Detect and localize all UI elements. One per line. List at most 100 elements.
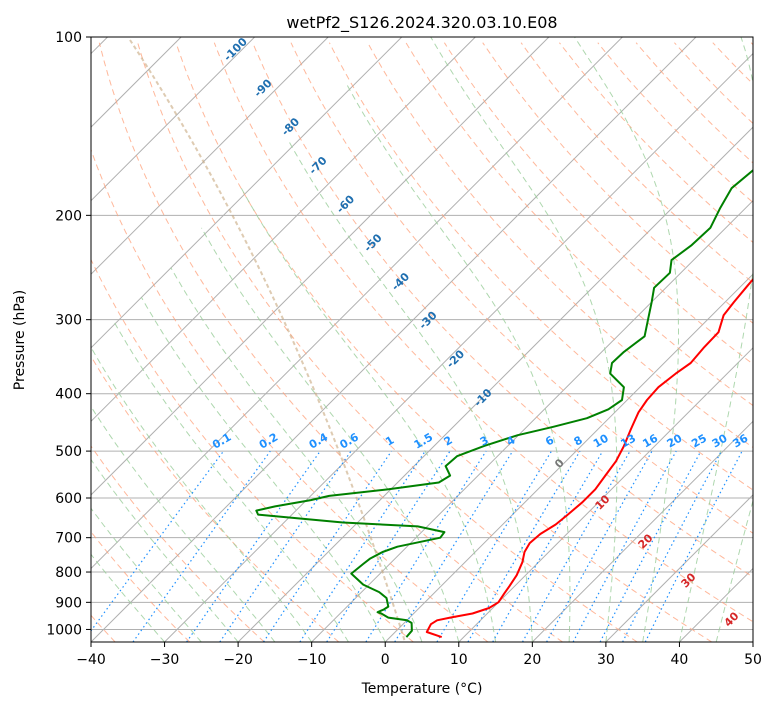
x-tick-label: 50 bbox=[744, 652, 762, 668]
moist-adiabat bbox=[715, 498, 753, 642]
mixing-ratio-line bbox=[394, 450, 514, 642]
dry-adiabat bbox=[405, 42, 753, 407]
x-tick-label: 10 bbox=[450, 652, 468, 668]
x-tick-label: −10 bbox=[297, 652, 327, 668]
y-tick-label: 700 bbox=[55, 531, 82, 547]
moist-adiabat-label: 40 bbox=[722, 609, 742, 629]
dry-adiabat bbox=[252, 42, 753, 578]
mixing-ratio-label: 0.1 bbox=[210, 431, 233, 452]
mixing-ratio-line bbox=[186, 450, 321, 642]
dry-adiabat bbox=[137, 42, 638, 642]
mixing-ratio-line bbox=[262, 450, 392, 642]
x-tick-label: −30 bbox=[150, 652, 180, 668]
mixing-ratio-label: 1 bbox=[383, 434, 396, 449]
mixing-ratio-line bbox=[91, 450, 224, 632]
dry-adiabat bbox=[443, 42, 753, 365]
mixing-ratio-label: 16 bbox=[640, 431, 660, 450]
dry-adiabat-label: -80 bbox=[279, 115, 302, 138]
dry-adiabat-label: -30 bbox=[416, 309, 439, 332]
dry-adiabat-label: -10 bbox=[471, 386, 494, 409]
dry-adiabat bbox=[367, 42, 753, 449]
moist-adiabat-label: 20 bbox=[636, 531, 656, 551]
isotherm-line bbox=[311, 199, 753, 642]
mixing-ratio-line bbox=[467, 450, 581, 642]
mixing-ratio-label: 0.4 bbox=[307, 430, 331, 451]
moist-adiabat bbox=[170, 267, 423, 642]
moist-adiabat bbox=[91, 405, 276, 642]
isotherm-line bbox=[237, 126, 753, 642]
y-tick-label: 800 bbox=[55, 565, 82, 581]
dry-adiabat-label: -90 bbox=[251, 76, 274, 99]
mixing-ratio-line bbox=[572, 450, 677, 642]
dry-adiabat-label: -20 bbox=[444, 347, 467, 370]
moist-adiabat bbox=[574, 37, 679, 642]
isotherm-line bbox=[752, 641, 753, 642]
y-axis: 1000 900 800 700 600 500 400 300 200 100 bbox=[46, 30, 91, 638]
isotherm-line bbox=[605, 494, 753, 642]
x-tick-label: 30 bbox=[597, 652, 615, 668]
dry-adiabat bbox=[91, 258, 414, 642]
x-tick-label: 20 bbox=[523, 652, 541, 668]
mixing-ratio-line bbox=[299, 450, 426, 642]
mixing-ratio-line bbox=[219, 450, 352, 642]
mixing-ratio-line bbox=[599, 450, 702, 642]
isotherm-line bbox=[91, 37, 256, 202]
moist-adiabat bbox=[91, 553, 165, 642]
isotherm-line bbox=[91, 37, 329, 275]
dry-adiabat bbox=[750, 42, 753, 46]
mixing-ratio-label: 3 bbox=[478, 434, 491, 449]
dry-adiabat bbox=[328, 42, 753, 491]
isotherm-line bbox=[458, 347, 753, 642]
x-tick-label: 40 bbox=[671, 652, 689, 668]
mixing-ratio-label: 25 bbox=[689, 432, 709, 451]
moist-adiabat bbox=[201, 227, 460, 642]
mixing-ratio-label: 0.2 bbox=[257, 431, 280, 452]
y-tick-label: 300 bbox=[55, 313, 82, 329]
dry-adiabat bbox=[91, 355, 340, 642]
isotherm-line bbox=[384, 273, 753, 642]
y-tick-label: 200 bbox=[55, 208, 82, 224]
x-axis: −40 −30 −20 −10 0 10 20 30 40 50 bbox=[76, 642, 762, 668]
x-tick-label: 0 bbox=[381, 652, 390, 668]
moist-adiabat bbox=[112, 319, 349, 642]
dry-adiabat bbox=[712, 42, 753, 85]
mixing-ratio-label: 8 bbox=[572, 434, 585, 449]
y-tick-label: 400 bbox=[55, 387, 82, 403]
isotherm-line bbox=[164, 52, 753, 642]
dry-adiabat-label: -60 bbox=[334, 192, 357, 215]
moist-adiabat bbox=[678, 37, 753, 642]
y-tick-label: 100 bbox=[55, 30, 82, 46]
dry-adiabat bbox=[520, 42, 753, 284]
moist-adiabat bbox=[140, 297, 386, 642]
mixing-ratio-line bbox=[132, 450, 271, 642]
plot-frame bbox=[90, 36, 754, 643]
dry-adiabat bbox=[213, 42, 753, 623]
x-tick-label: −20 bbox=[223, 652, 253, 668]
mixing-ratio-label: 10 bbox=[591, 431, 611, 450]
temperature-profile-line bbox=[425, 277, 753, 639]
isotherm-line bbox=[91, 37, 697, 642]
moist-adiabat bbox=[240, 187, 497, 642]
profiles bbox=[255, 169, 753, 639]
dry-adiabat bbox=[290, 42, 753, 534]
dry-adiabat bbox=[559, 42, 753, 244]
chart-title: wetPf2_S126.2024.320.03.10.E08 bbox=[286, 13, 557, 33]
dry-adiabat bbox=[91, 148, 489, 642]
x-axis-label: Temperature (°C) bbox=[361, 681, 483, 697]
dry-adiabat bbox=[98, 42, 563, 642]
isotherm-line bbox=[91, 37, 623, 570]
isotherm-line bbox=[91, 37, 403, 349]
moist-adiabat-label: 0 bbox=[552, 456, 567, 471]
moist-adiabat bbox=[430, 37, 618, 642]
y-tick-label: 600 bbox=[55, 491, 82, 507]
moist-adiabat-label: 30 bbox=[679, 570, 699, 590]
isotherm-line bbox=[91, 37, 476, 423]
moist-adiabat-label: 10 bbox=[593, 492, 613, 512]
background-lines bbox=[91, 37, 753, 642]
dewpoint-profile-line bbox=[255, 169, 753, 638]
mixing-ratio-label: 13 bbox=[618, 432, 638, 451]
y-tick-label: 900 bbox=[55, 595, 82, 611]
x-tick-label: −40 bbox=[76, 652, 106, 668]
y-axis-label: Pressure (hPa) bbox=[12, 290, 28, 390]
